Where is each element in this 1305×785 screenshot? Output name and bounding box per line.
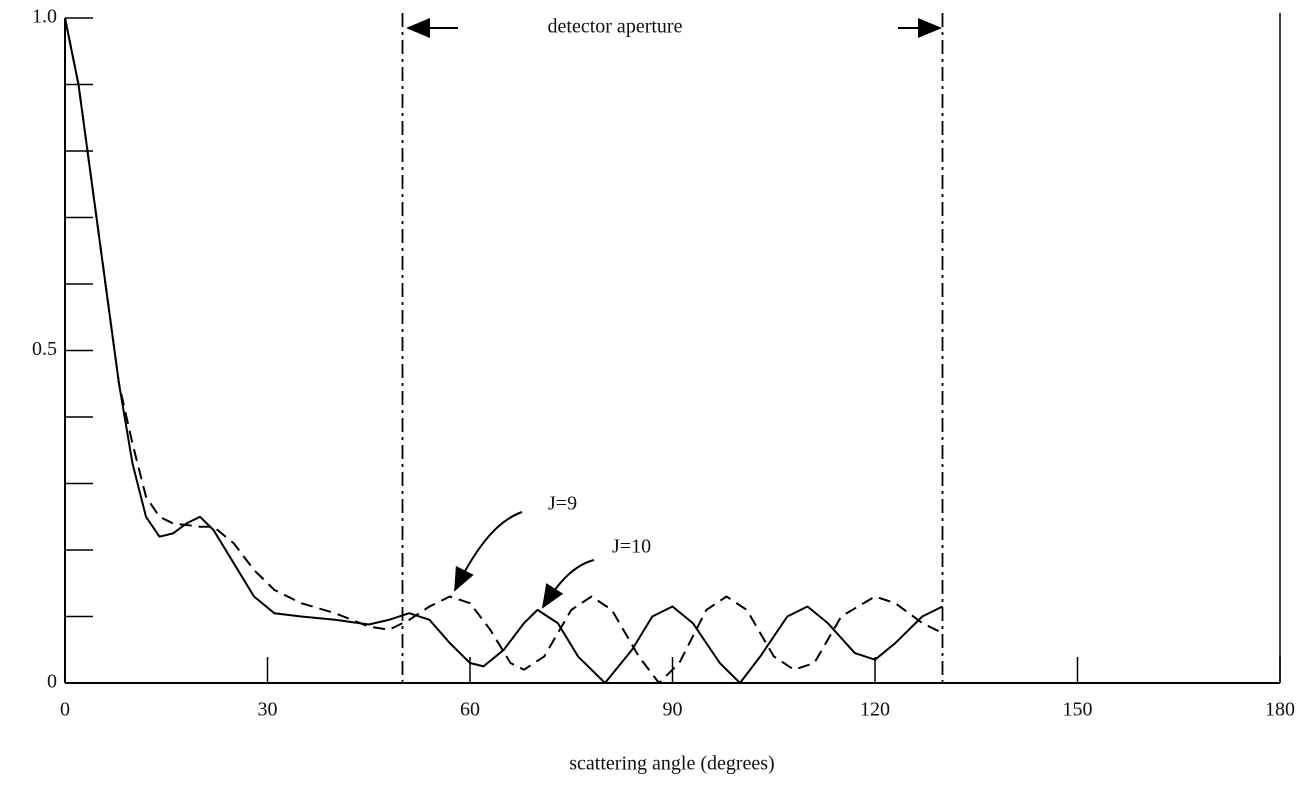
x-axis-label: scattering angle (degrees) [569, 753, 774, 775]
y-tick-label: 1.0 [32, 6, 57, 28]
series-line [64, 17, 943, 684]
arrow [541, 559, 595, 609]
x-tick-label: 180 [1265, 699, 1295, 721]
x-tick-label: 30 [258, 699, 278, 721]
x-tick-label: 150 [1063, 699, 1093, 721]
arrow [454, 511, 523, 592]
x-tick-label: 120 [860, 699, 890, 721]
y-tick-label: 0 [47, 671, 57, 693]
series-line [64, 17, 943, 684]
x-tick-label: 0 [60, 699, 70, 721]
x-tick-label: 90 [663, 699, 683, 721]
annotation: detector aperture [548, 16, 683, 38]
series-label: J=10 [612, 536, 651, 558]
y-tick-label: 0.5 [32, 338, 57, 360]
x-tick-label: 60 [460, 699, 480, 721]
series-label: J=9 [548, 493, 577, 515]
